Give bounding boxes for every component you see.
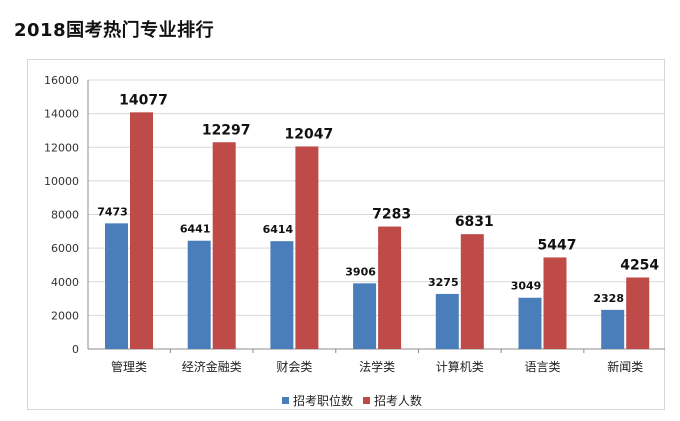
bar-series-1 bbox=[187, 240, 211, 349]
page-title: 2018国考热门专业排行 bbox=[14, 20, 215, 41]
bar-series-2 bbox=[212, 142, 236, 349]
data-label-series-2: 4254 bbox=[620, 257, 659, 273]
x-category-label: 语言类 bbox=[524, 360, 560, 374]
bar-series-1 bbox=[435, 293, 459, 349]
chart-legend: 招考职位数 招考人数 bbox=[282, 392, 432, 409]
x-category-label: 法学类 bbox=[359, 359, 395, 374]
bar-series-1 bbox=[270, 241, 294, 349]
x-category-label: 管理类 bbox=[111, 359, 147, 374]
bar-series-2 bbox=[130, 112, 153, 349]
legend-item-series-1: 招考职位数 bbox=[282, 392, 353, 409]
legend-swatch-series-1 bbox=[282, 397, 289, 404]
y-tick-label: 4000 bbox=[51, 276, 79, 289]
x-category-label: 计算机类 bbox=[436, 359, 484, 374]
data-label-series-1: 2328 bbox=[593, 292, 624, 305]
legend-swatch-series-2 bbox=[363, 397, 371, 404]
y-tick-label: 16000 bbox=[44, 74, 79, 87]
y-tick-label: 12000 bbox=[44, 141, 79, 154]
bar-series-2 bbox=[543, 257, 567, 349]
bar-series-1 bbox=[105, 223, 128, 349]
x-category-label: 经济金融类 bbox=[182, 359, 242, 374]
bar-series-2 bbox=[626, 277, 650, 349]
data-label-series-1: 6414 bbox=[263, 223, 294, 236]
data-label-series-1: 3049 bbox=[511, 280, 542, 293]
bar-series-2 bbox=[378, 226, 402, 349]
data-label-series-2: 6831 bbox=[455, 214, 494, 230]
y-tick-label: 0 bbox=[72, 343, 79, 356]
bar-series-2 bbox=[460, 234, 484, 349]
bar-series-1 bbox=[518, 297, 542, 349]
data-label-series-1: 7473 bbox=[97, 205, 128, 218]
y-tick-label: 14000 bbox=[44, 108, 79, 121]
data-label-series-1: 3275 bbox=[428, 276, 459, 289]
legend-item-series-2: 招考人数 bbox=[363, 392, 422, 409]
x-category-label: 财会类 bbox=[276, 360, 312, 374]
y-tick-label: 10000 bbox=[44, 175, 79, 188]
data-label-series-2: 14077 bbox=[119, 92, 168, 108]
bar-series-1 bbox=[601, 309, 625, 349]
x-category-label: 新闻类 bbox=[607, 359, 643, 374]
data-label-series-2: 5447 bbox=[538, 237, 577, 253]
y-tick-label: 6000 bbox=[51, 242, 79, 255]
data-label-series-1: 6441 bbox=[180, 223, 211, 236]
data-label-series-1: 3906 bbox=[345, 265, 376, 278]
legend-label-series-2: 招考人数 bbox=[374, 394, 423, 408]
bar-series-2 bbox=[295, 146, 319, 349]
legend-label-series-1: 招考职位数 bbox=[293, 394, 354, 408]
y-tick-label: 2000 bbox=[51, 309, 79, 322]
y-tick-label: 8000 bbox=[51, 209, 79, 222]
data-label-series-2: 12297 bbox=[202, 122, 251, 138]
data-label-series-2: 7283 bbox=[372, 207, 411, 223]
data-label-series-2: 12047 bbox=[285, 126, 334, 142]
bar-series-1 bbox=[353, 283, 377, 349]
